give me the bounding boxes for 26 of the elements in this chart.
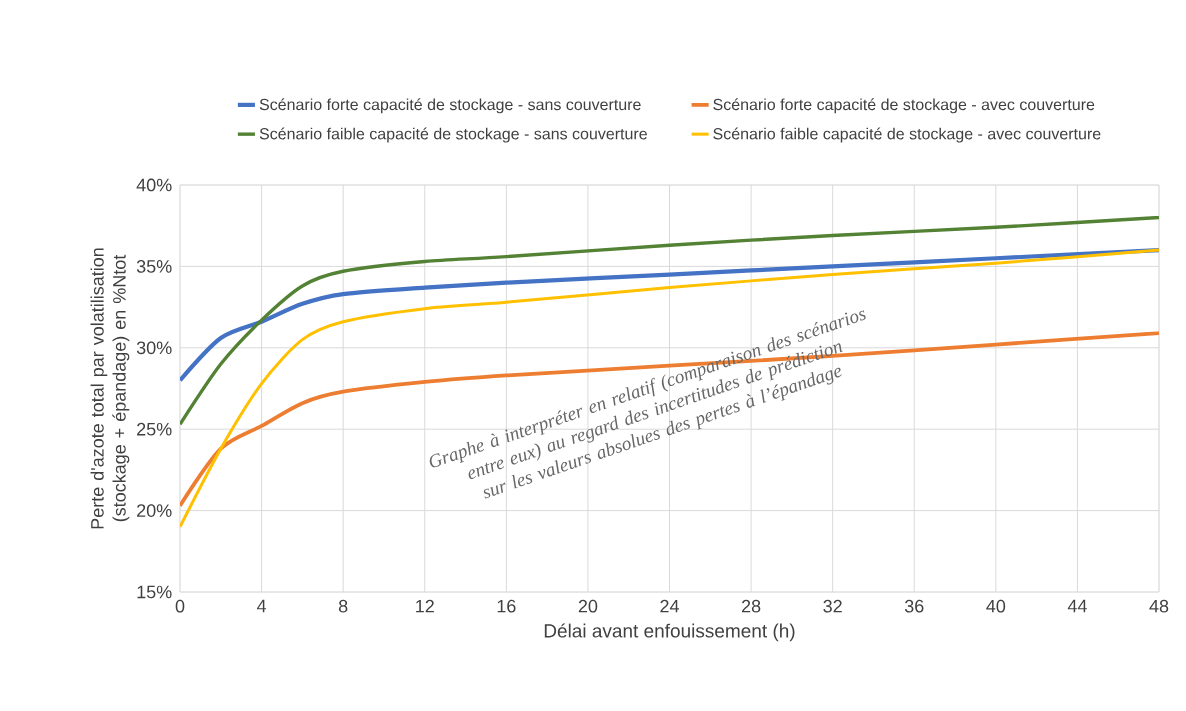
x-tick-label: 28 — [741, 599, 761, 613]
x-tick-label: 4 — [256, 599, 267, 613]
x-tick-label: 44 — [1067, 599, 1087, 613]
x-tick-label: 36 — [904, 599, 924, 613]
y-tick-label: 15% — [137, 585, 172, 599]
legend-label: Scénario faible capacité de stockage - avec couverture — [713, 127, 1101, 143]
legend-label: Scénario faible capacité de stockage - sans couverture — [259, 127, 647, 143]
x-tick-label: 20 — [578, 599, 598, 613]
y-axis-title: Perte d'azote total par volatilisation (stockage + épandage) en %Ntot — [90, 248, 130, 529]
x-tick-label: 0 — [175, 599, 185, 613]
x-tick-label: 8 — [338, 599, 348, 613]
line-series — [180, 248, 1159, 529]
x-tick-label: 12 — [416, 599, 434, 613]
x-tick-label: 48 — [1149, 599, 1169, 613]
x-tick-label: 40 — [986, 599, 1006, 613]
legend-label: Scénario forte capacité de stockage - sans couverture — [259, 98, 641, 114]
x-tick-label: 24 — [660, 599, 679, 613]
y-tick-label: 40% — [136, 178, 172, 192]
x-tick-label: 32 — [823, 599, 842, 613]
y-tick-label: 30% — [136, 341, 172, 355]
x-tick-label: 16 — [497, 599, 516, 613]
y-tick-label: 25% — [137, 422, 172, 436]
y-tick-label: 35% — [136, 260, 172, 273]
legend-label: Scénario forte capacité de stockage - avec couverture — [713, 98, 1095, 114]
y-tick-label: 20% — [137, 504, 172, 517]
x-axis-title: Délai avant enfouissement (h) — [544, 623, 795, 642]
